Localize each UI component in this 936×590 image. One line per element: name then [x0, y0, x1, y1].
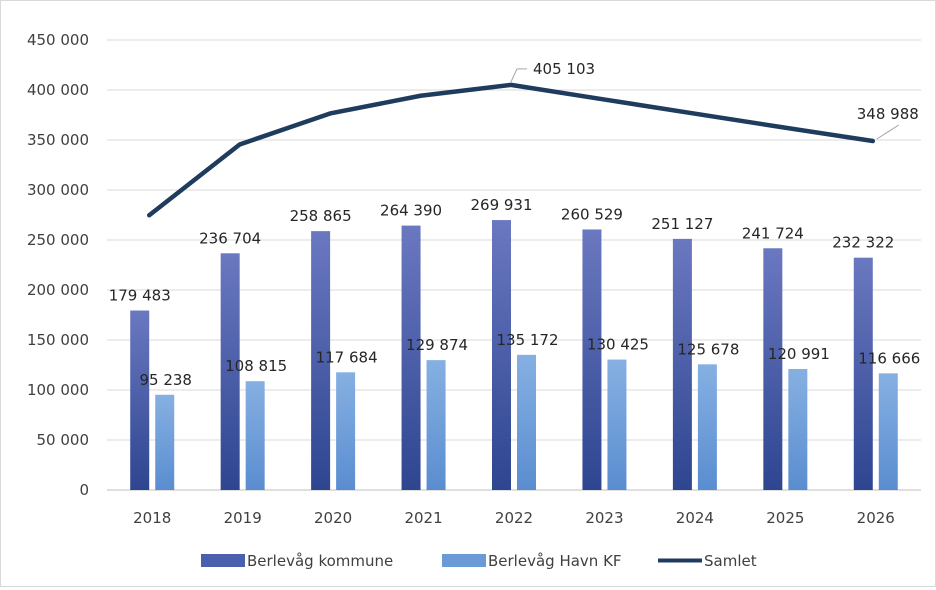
data-label: 405 103 — [533, 60, 595, 78]
leader-line — [876, 124, 900, 140]
y-tick-label: 350 000 — [27, 131, 89, 149]
y-tick-label: 300 000 — [27, 181, 89, 199]
x-tick-label: 2026 — [857, 509, 895, 527]
bar-havn-2026 — [878, 373, 898, 490]
bar-kommune-2021 — [401, 225, 421, 491]
bar-havn-2018 — [155, 394, 175, 490]
data-label: 108 815 — [225, 357, 287, 375]
bar-kommune-2024 — [672, 238, 692, 490]
bar-havn-2020 — [336, 372, 356, 490]
bar-kommune-2026 — [853, 257, 873, 490]
legend: Berlevåg kommune Berlevåg Havn KF Samlet — [201, 552, 757, 570]
bar-series — [130, 220, 898, 491]
data-label: 117 684 — [316, 348, 378, 366]
x-tick-label: 2023 — [585, 509, 623, 527]
y-tick-label: 200 000 — [27, 281, 89, 299]
data-label: 95 238 — [139, 371, 192, 389]
x-tick-label: 2019 — [224, 509, 262, 527]
data-label: 129 874 — [406, 336, 468, 354]
leader-line — [510, 68, 527, 83]
bar-kommune-2025 — [763, 248, 783, 490]
bar-havn-2025 — [788, 369, 808, 490]
data-label: 251 127 — [651, 215, 713, 233]
legend-label: Berlevåg Havn KF — [488, 552, 622, 570]
x-tick-label: 2018 — [133, 509, 171, 527]
data-label: 116 666 — [858, 349, 920, 367]
x-tick-label: 2021 — [404, 509, 442, 527]
data-label: 260 529 — [561, 205, 623, 223]
data-labels: 179 483 236 704 258 865 264 390 269 931 260 5… — [109, 60, 921, 389]
total-line-series — [146, 82, 876, 218]
x-tick-label: 2024 — [676, 509, 714, 527]
gridlines — [107, 39, 921, 491]
y-tick-label: 400 000 — [27, 81, 89, 99]
bar-kommune-2023 — [582, 229, 602, 490]
data-label: 135 172 — [496, 331, 558, 349]
bar-havn-2023 — [607, 359, 627, 490]
bar-kommune-2018 — [130, 310, 150, 490]
data-label: 179 483 — [109, 287, 171, 305]
data-label: 120 991 — [768, 345, 830, 363]
y-axis-ticks: 0 50 000 100 000 150 000 200 000 250 000 300 0… — [27, 31, 89, 499]
x-tick-label: 2025 — [766, 509, 804, 527]
bar-havn-2022 — [517, 354, 536, 490]
data-label: 232 322 — [832, 234, 894, 252]
y-tick-label: 150 000 — [27, 331, 89, 349]
data-label: 125 678 — [677, 340, 739, 358]
y-tick-label: 0 — [79, 481, 89, 499]
bar-havn-2021 — [426, 360, 446, 490]
legend-swatch — [201, 554, 245, 567]
bar-kommune-2020 — [311, 231, 331, 490]
legend-swatch — [442, 554, 486, 567]
legend-label: Berlevåg kommune — [247, 552, 393, 570]
total-line — [146, 82, 876, 218]
bar-kommune-2019 — [220, 253, 240, 490]
bar-havn-2019 — [245, 381, 265, 490]
data-label: 348 988 — [857, 105, 919, 123]
y-tick-label: 250 000 — [27, 231, 89, 249]
data-label: 269 931 — [470, 196, 532, 214]
y-tick-label: 50 000 — [37, 431, 90, 449]
data-label: 258 865 — [290, 207, 352, 225]
bar-kommune-2022 — [492, 220, 511, 490]
x-tick-label: 2020 — [314, 509, 352, 527]
bar-havn-2024 — [697, 364, 717, 490]
x-axis-ticks: 2018 2019 2020 2021 2022 2023 2024 2025 2026 — [133, 509, 895, 527]
legend-label: Samlet — [704, 552, 757, 570]
data-label: 241 724 — [742, 224, 804, 242]
y-tick-label: 100 000 — [27, 381, 89, 399]
data-label: 236 704 — [199, 229, 261, 247]
data-label: 130 425 — [587, 336, 649, 354]
x-tick-label: 2022 — [495, 509, 533, 527]
data-label: 264 390 — [380, 202, 442, 220]
y-tick-label: 450 000 — [27, 31, 89, 49]
